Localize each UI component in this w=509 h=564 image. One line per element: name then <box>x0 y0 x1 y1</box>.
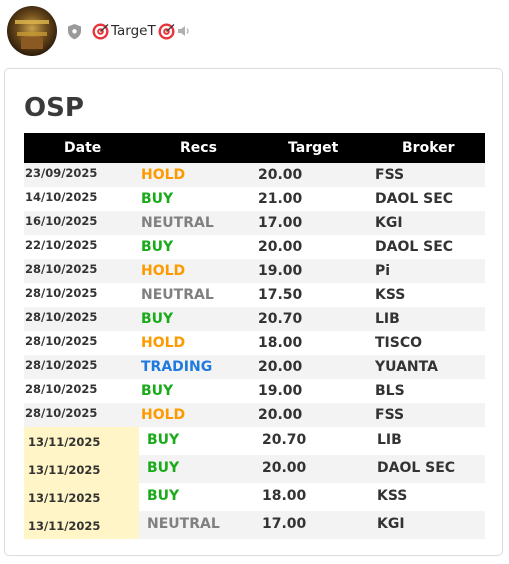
broker-cell: KGI <box>375 215 403 231</box>
target-cell: 17.50 <box>258 287 303 303</box>
column-header-recs: Recs <box>180 140 217 156</box>
table-title: OSP <box>24 93 84 123</box>
table-row-new: 13/11/2025 BUY 20.70 LIB <box>24 427 485 455</box>
broker-cell: Pi <box>375 263 391 279</box>
rec-cell: NEUTRAL <box>147 516 220 532</box>
table-row: 14/10/2025 BUY 21.00 DAOL SEC <box>24 187 485 211</box>
target-emoji-icon <box>92 23 109 39</box>
target-cell: 20.00 <box>258 407 303 423</box>
broker-cell: YUANTA <box>375 359 438 375</box>
target-cell: 19.00 <box>258 263 303 279</box>
date-cell: 23/09/2025 <box>25 166 98 180</box>
date-cell: 13/11/2025 <box>28 491 101 505</box>
rec-cell: TRADING <box>141 359 213 375</box>
target-cell: 20.70 <box>262 432 307 448</box>
table-row: 23/09/2025 HOLD 20.00 FSS <box>24 163 485 187</box>
rec-cell: HOLD <box>141 167 186 183</box>
target-cell: 18.00 <box>262 488 307 504</box>
rec-cell: BUY <box>141 191 174 207</box>
date-highlight <box>24 511 139 539</box>
table-row-new: 13/11/2025 NEUTRAL 17.00 KGI <box>24 511 485 539</box>
broker-cell: TISCO <box>375 335 423 351</box>
broker-cell: KSS <box>377 488 408 504</box>
recommendation-card: OSP Date Recs Target Broker 23/09/2025 H… <box>4 68 503 556</box>
date-cell: 28/10/2025 <box>25 286 98 300</box>
table-header: Date Recs Target Broker <box>24 133 485 163</box>
broker-cell: KGI <box>377 516 405 532</box>
date-cell: 13/11/2025 <box>28 435 101 449</box>
rec-cell: BUY <box>147 488 180 504</box>
rec-cell: NEUTRAL <box>141 215 214 231</box>
speaker-icon[interactable] <box>177 24 191 38</box>
post-header: TargeT <box>0 0 509 64</box>
target-cell: 17.00 <box>262 516 307 532</box>
target-cell: 20.70 <box>258 311 303 327</box>
target-cell: 18.00 <box>258 335 303 351</box>
username-label[interactable]: TargeT <box>90 20 177 42</box>
date-cell: 13/11/2025 <box>28 519 101 533</box>
date-cell: 28/10/2025 <box>25 334 98 348</box>
date-cell: 13/11/2025 <box>28 463 101 477</box>
broker-cell: DAOL SEC <box>375 191 454 207</box>
date-highlight <box>24 455 139 483</box>
username-text: TargeT <box>111 23 156 39</box>
table-row: 28/10/2025 HOLD 18.00 TISCO <box>24 331 485 355</box>
table-row-new: 13/11/2025 BUY 20.00 DAOL SEC <box>24 455 485 483</box>
date-cell: 28/10/2025 <box>25 310 98 324</box>
date-highlight <box>24 427 139 455</box>
date-highlight <box>24 483 139 511</box>
rec-cell: HOLD <box>141 335 186 351</box>
column-header-broker: Broker <box>402 140 455 156</box>
target-cell: 20.00 <box>258 167 303 183</box>
table-row: 28/10/2025 HOLD 20.00 FSS <box>24 403 485 427</box>
broker-cell: LIB <box>375 311 400 327</box>
column-header-target: Target <box>288 140 339 156</box>
rec-cell: BUY <box>147 460 180 476</box>
target-cell: 17.00 <box>258 215 303 231</box>
target-cell: 20.00 <box>258 239 303 255</box>
table-row: 22/10/2025 BUY 20.00 DAOL SEC <box>24 235 485 259</box>
date-cell: 28/10/2025 <box>25 406 98 420</box>
broker-cell: KSS <box>375 287 406 303</box>
target-cell: 20.00 <box>258 359 303 375</box>
broker-cell: DAOL SEC <box>377 460 456 476</box>
date-cell: 16/10/2025 <box>25 214 98 228</box>
table-row: 16/10/2025 NEUTRAL 17.00 KGI <box>24 211 485 235</box>
table-row: 28/10/2025 TRADING 20.00 YUANTA <box>24 355 485 379</box>
broker-cell: FSS <box>375 407 405 423</box>
rec-cell: BUY <box>141 311 174 327</box>
target-emoji-icon <box>158 23 175 39</box>
date-cell: 22/10/2025 <box>25 238 98 252</box>
broker-cell: FSS <box>375 167 405 183</box>
table-body: 23/09/2025 HOLD 20.00 FSS 14/10/2025 BUY… <box>24 163 485 539</box>
column-header-date: Date <box>64 140 102 156</box>
rec-cell: BUY <box>141 383 174 399</box>
date-cell: 28/10/2025 <box>25 358 98 372</box>
rec-cell: HOLD <box>141 263 186 279</box>
table-row: 28/10/2025 HOLD 19.00 Pi <box>24 259 485 283</box>
rec-cell: BUY <box>147 432 180 448</box>
rec-cell: BUY <box>141 239 174 255</box>
broker-cell: DAOL SEC <box>375 239 454 255</box>
rec-cell: NEUTRAL <box>141 287 214 303</box>
broker-cell: LIB <box>377 432 402 448</box>
target-cell: 21.00 <box>258 191 303 207</box>
table-row: 28/10/2025 BUY 19.00 BLS <box>24 379 485 403</box>
date-cell: 28/10/2025 <box>25 262 98 276</box>
target-cell: 20.00 <box>262 460 307 476</box>
rec-cell: HOLD <box>141 407 186 423</box>
date-cell: 14/10/2025 <box>25 190 98 204</box>
table-row: 28/10/2025 BUY 20.70 LIB <box>24 307 485 331</box>
date-cell: 28/10/2025 <box>25 382 98 396</box>
avatar-detail <box>15 20 49 24</box>
avatar-detail <box>21 37 43 49</box>
avatar-detail <box>17 32 47 36</box>
table-row: 28/10/2025 NEUTRAL 17.50 KSS <box>24 283 485 307</box>
shield-icon <box>68 24 81 40</box>
avatar[interactable] <box>7 6 57 56</box>
broker-cell: BLS <box>375 383 405 399</box>
target-cell: 19.00 <box>258 383 303 399</box>
table-row-new: 13/11/2025 BUY 18.00 KSS <box>24 483 485 511</box>
